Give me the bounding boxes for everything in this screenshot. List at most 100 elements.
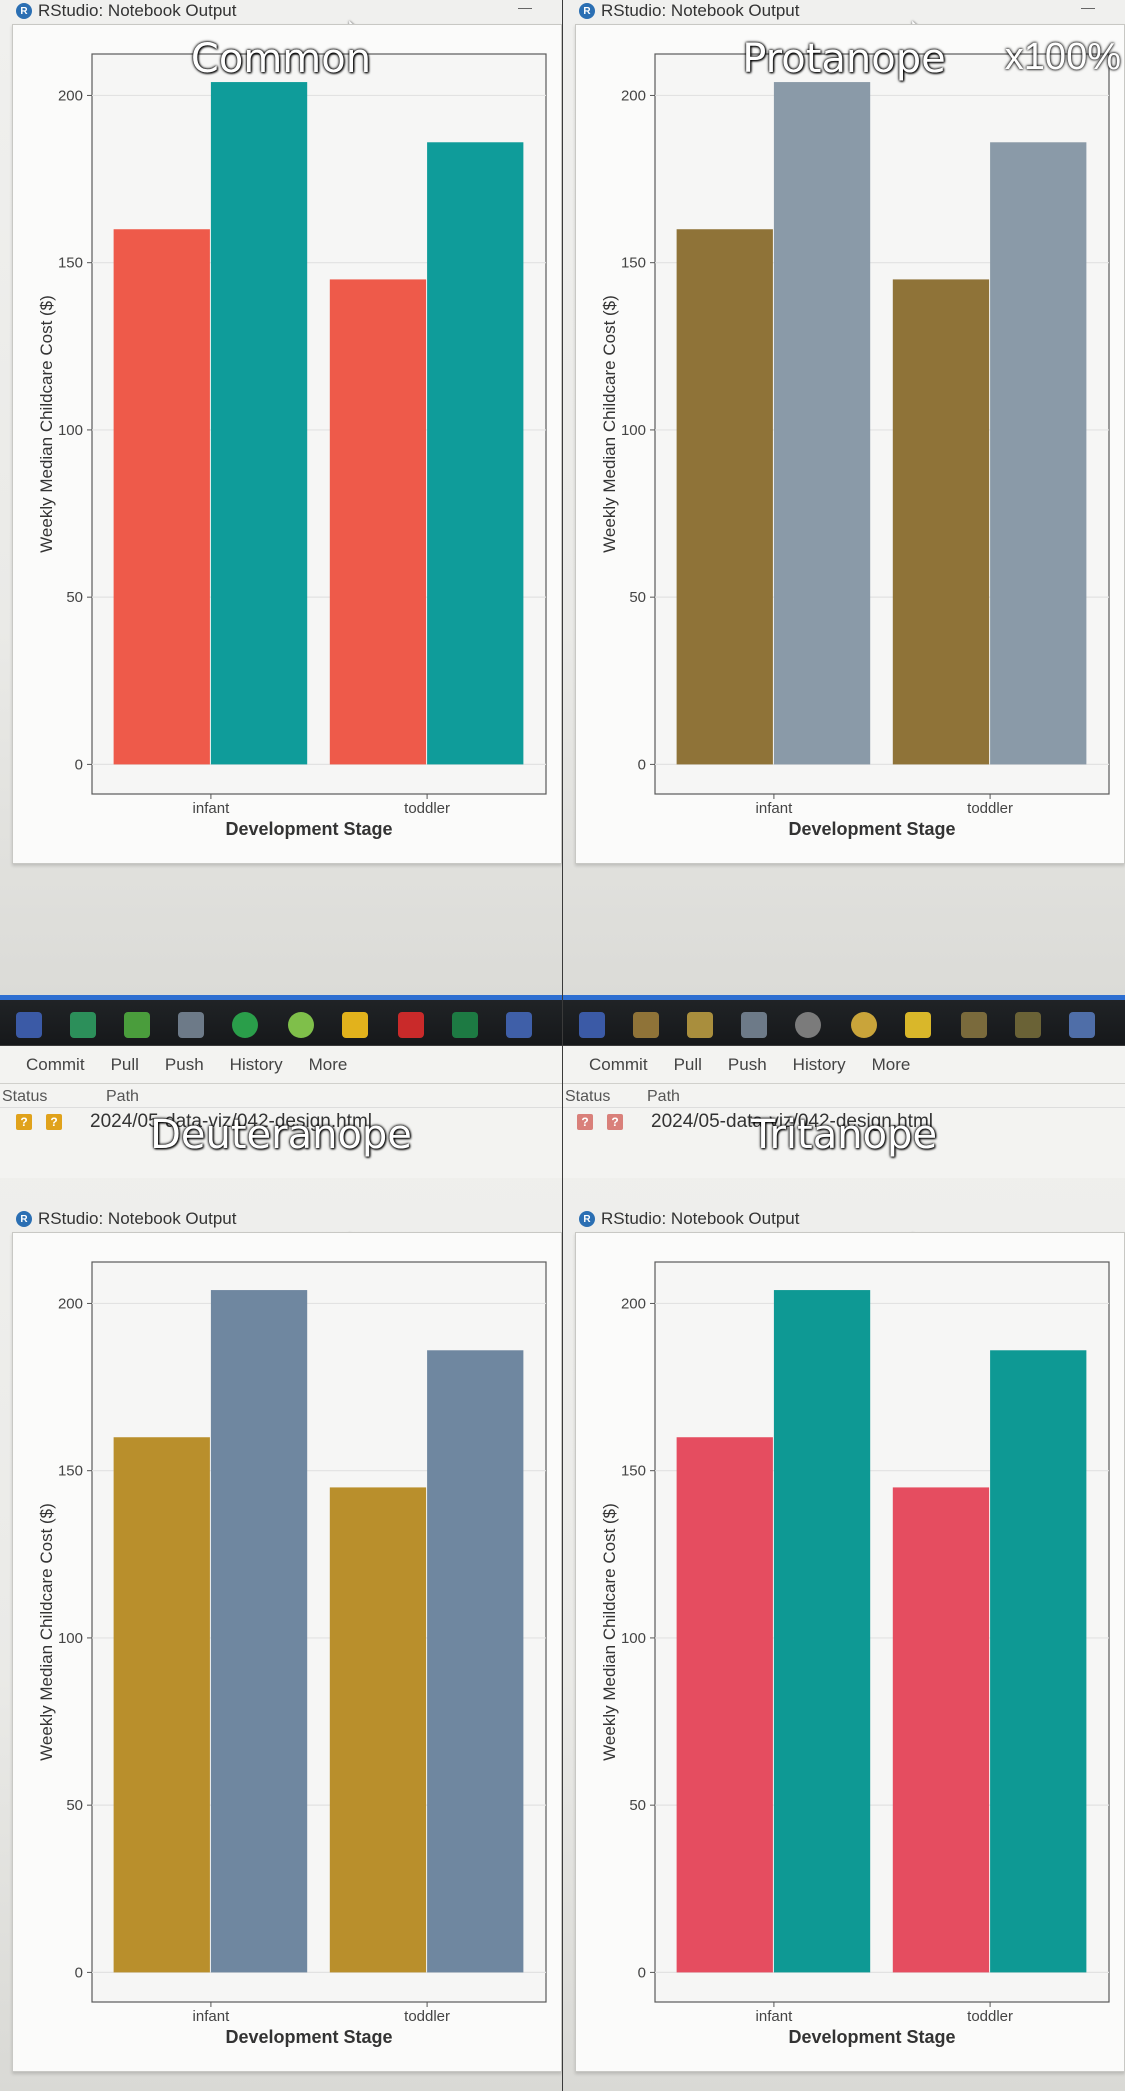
- r-logo-icon: R: [579, 3, 595, 19]
- bar: [676, 229, 773, 765]
- y-tick-label: 0: [638, 756, 646, 773]
- y-axis-title: Weekly Median Childcare Cost ($): [600, 295, 619, 553]
- bar: [329, 1487, 427, 1973]
- more-button[interactable]: More: [871, 1054, 911, 1074]
- status-badge: ?: [577, 1114, 593, 1130]
- window-titlebar: R RStudio: Notebook Output: [563, 1208, 1125, 1230]
- bar: [210, 1290, 308, 1973]
- sticky-notes-icon[interactable]: [905, 1012, 931, 1038]
- file-path: 2024/05-data-viz/042-design.html: [90, 1111, 373, 1132]
- y-tick-label: 50: [629, 1797, 646, 1814]
- bar: [427, 142, 524, 765]
- chart-app-icon[interactable]: [687, 1012, 713, 1038]
- status-column-header[interactable]: Status: [565, 1088, 611, 1105]
- bar-chart: 0 50 100 150 200 infant toddler Development Sta…: [37, 53, 547, 839]
- git-file-row[interactable]: ? ? 2024/05-data-viz/042-design.html: [0, 1110, 562, 1136]
- acrobat-icon[interactable]: [398, 1012, 424, 1038]
- x-tick-label: toddler: [404, 800, 450, 817]
- pull-button[interactable]: Pull: [673, 1054, 702, 1074]
- y-tick-label: 150: [58, 255, 83, 272]
- path-column-header[interactable]: Path: [647, 1088, 680, 1105]
- excel-icon[interactable]: [1015, 1012, 1041, 1038]
- y-tick-label: 50: [66, 589, 83, 606]
- commit-button[interactable]: Commit: [26, 1054, 85, 1074]
- panel-common: R RStudio: Notebook Output 0 50 100 150 200 i…: [0, 0, 562, 1045]
- bar: [113, 229, 210, 765]
- x-tick-label: infant: [756, 800, 794, 817]
- y-tick-label: 0: [75, 756, 83, 773]
- minimize-icon[interactable]: [1081, 8, 1095, 9]
- bar: [892, 1487, 990, 1973]
- g-app-icon[interactable]: [795, 1012, 821, 1038]
- y-tick-label: 200: [621, 1295, 646, 1312]
- more-button[interactable]: More: [308, 1054, 348, 1074]
- window-titlebar: R RStudio: Notebook Output: [563, 0, 1125, 22]
- history-button[interactable]: History: [229, 1054, 283, 1074]
- y-axis-title: Weekly Median Childcare Cost ($): [37, 295, 56, 553]
- history-button[interactable]: History: [792, 1054, 846, 1074]
- sas-icon[interactable]: [579, 1012, 605, 1038]
- cloud-app-icon[interactable]: [851, 1012, 877, 1038]
- y-axis-title: Weekly Median Childcare Cost ($): [600, 1503, 619, 1761]
- x-tick-label: infant: [193, 800, 231, 817]
- grid-app-icon[interactable]: [178, 1012, 204, 1038]
- x-axis-title: Development Stage: [225, 819, 392, 839]
- sticky-notes-icon[interactable]: [342, 1012, 368, 1038]
- x-axis-title: Development Stage: [788, 819, 955, 839]
- status-column-header[interactable]: Status: [2, 1088, 48, 1105]
- bar: [990, 142, 1087, 765]
- window-title: RStudio: Notebook Output: [38, 1, 237, 20]
- git-file-row[interactable]: ? ? 2024/05-data-viz/042-design.html: [563, 1110, 1125, 1136]
- bar-chart: 0 50 100 150 200 infant toddler Development Sta…: [600, 53, 1110, 839]
- excel-icon[interactable]: [452, 1012, 478, 1038]
- y-tick-label: 50: [66, 1797, 83, 1814]
- y-tick-label: 100: [621, 422, 646, 439]
- x-tick-label: toddler: [967, 800, 1013, 817]
- y-tick-label: 200: [58, 1295, 83, 1312]
- panel-deuteranope: Commit Pull Push History More Status Pat…: [0, 1046, 562, 2091]
- y-tick-label: 0: [638, 1964, 646, 1981]
- grid-app-icon[interactable]: [741, 1012, 767, 1038]
- commit-button[interactable]: Commit: [589, 1054, 648, 1074]
- git-pane: Commit Pull Push History More Status Pat…: [0, 1046, 562, 1178]
- r-logo-icon: R: [16, 1211, 32, 1227]
- git-header: Status Path: [563, 1086, 1125, 1108]
- y-axis-title: Weekly Median Childcare Cost ($): [37, 1503, 56, 1761]
- path-column-header[interactable]: Path: [106, 1088, 139, 1105]
- status-badge: ?: [46, 1114, 62, 1130]
- x-tick-label: toddler: [404, 2008, 450, 2025]
- window-title: RStudio: Notebook Output: [601, 1, 800, 20]
- app-icon[interactable]: [70, 1012, 96, 1038]
- g-app-icon[interactable]: [232, 1012, 258, 1038]
- x-tick-label: infant: [193, 2008, 231, 2025]
- acrobat-icon[interactable]: [961, 1012, 987, 1038]
- push-button[interactable]: Push: [727, 1054, 767, 1074]
- y-tick-label: 150: [58, 1463, 83, 1480]
- app-icon[interactable]: [633, 1012, 659, 1038]
- file-path: 2024/05-data-viz/042-design.html: [651, 1111, 934, 1132]
- bar: [773, 82, 871, 765]
- cloud-app-icon[interactable]: [288, 1012, 314, 1038]
- y-tick-label: 150: [621, 1463, 646, 1480]
- bar: [773, 1290, 871, 1973]
- pull-button[interactable]: Pull: [110, 1054, 139, 1074]
- git-toolbar: Commit Pull Push History More: [0, 1046, 562, 1084]
- panel-tritanope: Commit Pull Push History More Status Pat…: [563, 1046, 1125, 2091]
- push-button[interactable]: Push: [164, 1054, 204, 1074]
- window-titlebar: R RStudio: Notebook Output: [0, 0, 562, 22]
- y-tick-label: 100: [58, 1630, 83, 1647]
- chart-app-icon[interactable]: [124, 1012, 150, 1038]
- sas-icon-2[interactable]: [1069, 1012, 1095, 1038]
- minimize-icon[interactable]: [518, 8, 532, 9]
- bar: [113, 1437, 210, 1973]
- sas-icon-2[interactable]: [506, 1012, 532, 1038]
- y-tick-label: 100: [621, 1630, 646, 1647]
- taskbar-accent: [563, 995, 1125, 1000]
- x-tick-label: infant: [756, 2008, 794, 2025]
- taskbar-accent: [0, 995, 562, 1000]
- bar: [427, 1350, 524, 1973]
- sas-icon[interactable]: [16, 1012, 42, 1038]
- bar: [676, 1437, 773, 1973]
- window-titlebar: R RStudio: Notebook Output: [0, 1208, 562, 1230]
- y-tick-label: 50: [629, 589, 646, 606]
